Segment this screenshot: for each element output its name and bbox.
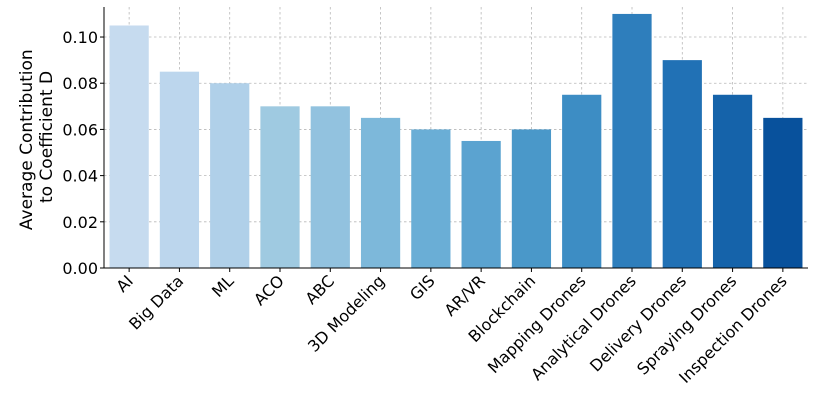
y-axis-label-line-2: to Coefficient D [37, 71, 57, 203]
x-tick-label: ABC [301, 271, 338, 308]
x-tick-label: ACO [250, 271, 288, 309]
bars [109, 13, 803, 269]
bar [712, 94, 753, 268]
y-axis-label: Average Contribution to Coefficient D [17, 44, 57, 230]
bar [159, 71, 200, 268]
y-tick-label: 0.08 [62, 74, 98, 93]
bar [210, 83, 250, 268]
grid [104, 7, 808, 268]
y-tick-label: 0.00 [62, 259, 98, 278]
y-tick-label: 0.02 [62, 213, 98, 232]
bar [612, 13, 652, 269]
bar [360, 117, 401, 269]
x-tick-label: Big Data [125, 271, 187, 333]
x-tick-label: ML [208, 271, 238, 301]
axes [103, 7, 808, 269]
y-ticks: 0.00 0.02 0.04 0.06 0.08 0.10 [62, 28, 104, 278]
y-tick-label: 0.10 [62, 28, 98, 47]
x-tick-label: AI [112, 271, 137, 296]
bar [763, 117, 803, 269]
bar [260, 106, 300, 269]
bar [411, 129, 451, 268]
y-tick-label: 0.06 [62, 120, 98, 139]
y-axis-label-line-1: Average Contribution [17, 49, 37, 230]
bar [562, 94, 602, 268]
x-tick-label: AR/VR [441, 271, 489, 319]
x-tick-label: GIS [406, 271, 439, 304]
bar [662, 60, 702, 268]
bar [511, 129, 552, 268]
y-tick-label: 0.04 [62, 167, 98, 186]
bar [461, 140, 501, 268]
bar [109, 25, 149, 269]
bar [310, 106, 350, 269]
